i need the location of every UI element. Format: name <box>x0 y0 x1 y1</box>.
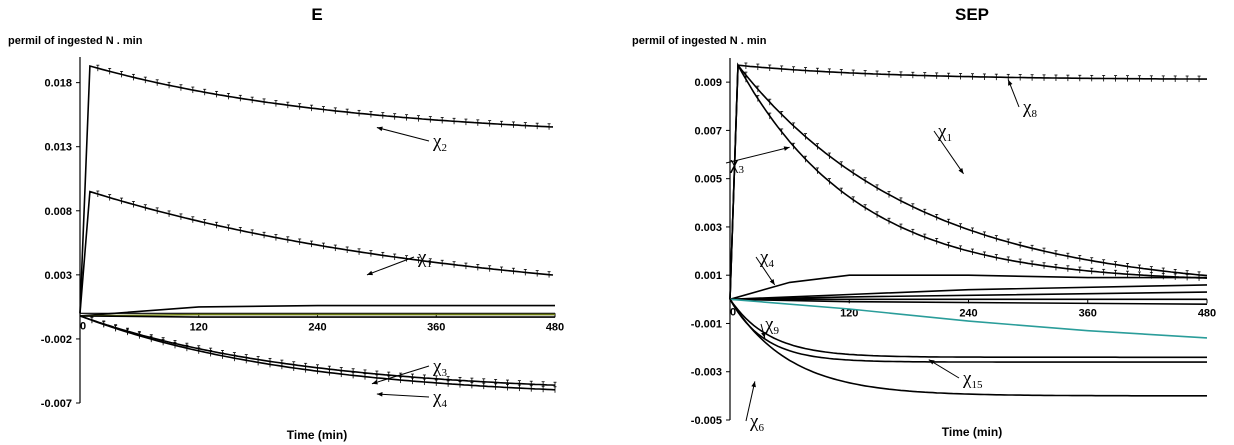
y-tick-label: 0.008 <box>44 206 72 218</box>
series-line-unlabeled-4 <box>79 315 555 318</box>
annotation-arrow <box>366 256 415 276</box>
x-tick-label: 240 <box>308 321 326 333</box>
annotation-label-χ4: χ4 <box>759 247 774 270</box>
series-line-unlabeled-8 <box>729 298 1208 339</box>
annotation-arrow <box>928 359 960 379</box>
y-tick-label: -0.007 <box>41 398 72 410</box>
annotation-label-χ1: χ1 <box>937 121 952 144</box>
chart-panel-sep: SEP permil of ingested N . min Time (min) 0… <box>620 0 1234 445</box>
annotation-arrow <box>745 381 756 422</box>
x-tick-label: 480 <box>1198 307 1216 319</box>
y-tick-label: 0.007 <box>694 125 722 137</box>
series-line-unlabeled-3 <box>79 313 555 317</box>
chart-sep-svg: SEP permil of ingested N . min Time (min) 0… <box>632 5 1216 439</box>
x-tick-label: 120 <box>190 321 208 333</box>
x-tick-label: 0 <box>80 320 86 332</box>
x-tick-label: 240 <box>959 307 977 319</box>
x-tick-label: 360 <box>1079 307 1097 319</box>
series-line-χ6 <box>729 298 1207 397</box>
annotation-label-χ1: χ1 <box>417 247 432 270</box>
annotation-arrowhead <box>376 392 383 397</box>
y-tick-label: -0.002 <box>41 334 72 346</box>
y-tick-label: -0.003 <box>691 367 722 379</box>
annotation-label-χ3: χ3 <box>432 356 447 379</box>
annotation-arrowhead <box>783 146 790 151</box>
series-line-unlabeled-2 <box>79 304 555 317</box>
annotation-arrow <box>725 146 790 164</box>
annotation-label-χ9: χ9 <box>764 314 779 337</box>
y-tick-label: -0.001 <box>691 318 722 330</box>
annotation-arrowhead <box>769 278 775 285</box>
y-tick-label: 0.003 <box>694 222 722 234</box>
x-tick-label: 360 <box>427 321 445 333</box>
x-tick-label: 0 <box>730 306 736 318</box>
x-axis-label: Time (min) <box>942 425 1002 439</box>
series-line-χ2 <box>79 64 554 314</box>
y-tick-label: 0.001 <box>694 270 722 282</box>
series-line-unlabeled-4 <box>729 284 1208 301</box>
y-axis-label: permil of ingested N . min <box>8 35 143 47</box>
annotation-arrow <box>933 130 964 175</box>
annotation-arrow <box>376 126 430 142</box>
series-line-unlabeled-7 <box>729 298 1208 305</box>
annotation-label-χ8: χ8 <box>1022 97 1037 120</box>
annotation-arrowhead <box>371 379 378 385</box>
chart-title: E <box>311 5 322 24</box>
annotation-label-χ4: χ4 <box>432 387 447 410</box>
annotation-label-χ3: χ3 <box>729 153 744 176</box>
annotation-label-χ2: χ2 <box>432 131 447 154</box>
annotation-arrowhead <box>761 332 766 338</box>
annotation-arrowhead <box>366 270 373 276</box>
annotation-arrow <box>371 365 430 385</box>
annotation-arrowhead <box>958 167 964 174</box>
annotation-arrowhead <box>376 126 383 132</box>
annotation-arrowhead <box>928 359 935 365</box>
y-tick-label: -0.005 <box>691 415 722 427</box>
annotation-label-χ6: χ6 <box>749 411 764 434</box>
chart-title: SEP <box>955 5 989 24</box>
series-line-χ1 <box>79 190 554 314</box>
annotation-arrowhead <box>751 381 756 388</box>
y-tick-label: 0.018 <box>44 78 72 90</box>
annotation-arrowhead <box>1008 79 1013 86</box>
series-line-χ15 <box>729 298 1207 363</box>
y-axis-label: permil of ingested N . min <box>632 35 767 47</box>
x-tick-label: 480 <box>546 321 564 333</box>
y-tick-label: 0.013 <box>44 142 72 154</box>
annotation-arrow <box>755 256 776 286</box>
y-tick-label: 0.003 <box>44 270 72 282</box>
series-line-χ4 <box>729 274 1207 301</box>
series-line-χ8 <box>729 64 1207 300</box>
series-line-χ1 <box>729 62 1208 300</box>
annotation-arrow <box>376 393 430 398</box>
series-line-χ3 <box>729 62 1208 300</box>
y-tick-label: 0.009 <box>694 77 722 89</box>
series-line-χ9 <box>729 298 1207 359</box>
x-tick-label: 120 <box>840 307 858 319</box>
annotation-label-χ15: χ15 <box>962 368 983 391</box>
x-axis-label: Time (min) <box>287 428 347 442</box>
y-tick-label: 0.005 <box>694 174 722 186</box>
